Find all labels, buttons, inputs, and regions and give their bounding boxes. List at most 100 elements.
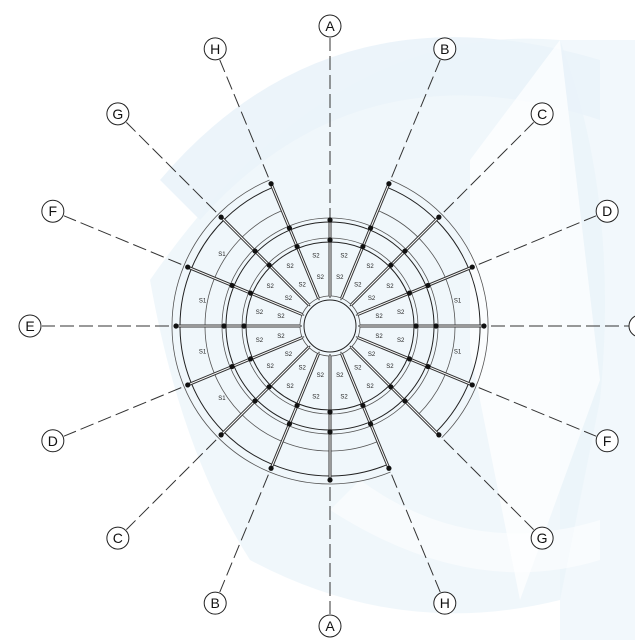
section-label: S2 bbox=[285, 296, 293, 302]
section-label: S2 bbox=[256, 338, 264, 344]
section-label: S2 bbox=[285, 352, 293, 358]
section-label-outer: S1 bbox=[218, 396, 226, 402]
radial-beam-core-11 bbox=[187, 337, 303, 386]
grid-bubble-label: G bbox=[537, 530, 548, 546]
grid-bubble-B-lower: B bbox=[203, 591, 227, 615]
section-label: S2 bbox=[312, 395, 320, 401]
section-label: S2 bbox=[299, 282, 307, 288]
grid-bubble-circle bbox=[318, 614, 342, 638]
radial-beam-core-14 bbox=[220, 216, 310, 306]
grid-bubble-E-right: E bbox=[628, 315, 635, 337]
grid-bubble-circle bbox=[433, 591, 457, 615]
section-label: S2 bbox=[317, 373, 325, 379]
grid-bubble-E-left: E bbox=[18, 314, 42, 338]
grid-bubble-circle bbox=[106, 526, 130, 550]
section-label: S2 bbox=[336, 275, 344, 281]
column-node bbox=[367, 225, 374, 231]
column-node bbox=[266, 262, 272, 268]
mid-band-right bbox=[377, 210, 456, 415]
grid-bubble-F-upper: F bbox=[41, 199, 65, 223]
section-label: S2 bbox=[336, 373, 344, 379]
grid-bubble-H-upper: H bbox=[203, 37, 227, 61]
radial-beam-core-10 bbox=[220, 346, 310, 436]
column-node bbox=[218, 214, 224, 220]
grid-bubble-label: C bbox=[113, 530, 123, 546]
grid-bubble-circle bbox=[628, 315, 635, 337]
outer-band-right-1 bbox=[390, 179, 489, 439]
radial-beam-core-9 bbox=[270, 353, 319, 469]
grid-bubble-circle bbox=[41, 429, 65, 453]
column-node bbox=[425, 282, 431, 289]
column-node bbox=[268, 465, 274, 471]
grid-bubble-label: F bbox=[603, 433, 612, 449]
section-label: S2 bbox=[299, 366, 307, 372]
column-node bbox=[247, 290, 254, 296]
column-node bbox=[327, 477, 333, 483]
section-label: S2 bbox=[375, 314, 383, 320]
grid-bubble-circle bbox=[530, 526, 554, 550]
grid-bubble-circle bbox=[595, 199, 619, 223]
section-label: S2 bbox=[368, 352, 376, 358]
circular-floor-plan: S2 S2 S2 S2 S2 S2 S2 S2 S2 S2 S2 S2 S2 S2 S2 S2 S2 S2 S2 S2… bbox=[171, 179, 489, 485]
section-label: S2 bbox=[340, 395, 348, 401]
column-node bbox=[402, 248, 408, 254]
column-node bbox=[436, 432, 442, 438]
column-node bbox=[327, 237, 333, 243]
grid-bubble-circle bbox=[595, 429, 619, 453]
section-label-outer: S1 bbox=[454, 349, 462, 355]
outer-band-left-1 bbox=[171, 179, 391, 485]
column-node bbox=[386, 181, 392, 187]
section-label: S2 bbox=[277, 314, 285, 320]
section-label-outer: S1 bbox=[218, 252, 226, 258]
radial-beam-core-3 bbox=[357, 266, 473, 315]
section-label: S2 bbox=[366, 384, 374, 390]
radial-beam-core-5 bbox=[357, 337, 473, 386]
grid-bubble-label: F bbox=[49, 203, 58, 219]
column-node bbox=[286, 421, 293, 427]
column-node bbox=[266, 384, 272, 390]
grid-bubble-circle bbox=[106, 102, 130, 126]
section-label: S2 bbox=[317, 275, 325, 281]
column-node bbox=[433, 323, 439, 329]
radial-beam-core-7 bbox=[341, 353, 390, 469]
grid-bubble-D-lower: D bbox=[41, 429, 65, 453]
column-node bbox=[425, 363, 431, 370]
grid-bubble-A-top: A bbox=[318, 14, 342, 38]
section-label: S2 bbox=[386, 364, 394, 370]
grid-bubble-label: E bbox=[25, 318, 34, 334]
column-node bbox=[402, 398, 408, 404]
section-label: S2 bbox=[397, 310, 405, 316]
column-node bbox=[367, 421, 374, 427]
section-label: S2 bbox=[277, 334, 285, 340]
section-label: S2 bbox=[266, 364, 274, 370]
column-node bbox=[294, 402, 300, 409]
grid-bubble-C-lower: C bbox=[106, 526, 130, 550]
section-label: S2 bbox=[397, 338, 405, 344]
section-label: S2 bbox=[256, 310, 264, 316]
grid-bubble-circle bbox=[530, 102, 554, 126]
radial-beam-core-2 bbox=[350, 216, 440, 306]
column-node bbox=[388, 262, 394, 268]
grid-bubble-circle bbox=[433, 37, 457, 61]
column-node bbox=[469, 264, 475, 270]
column-node bbox=[386, 465, 392, 471]
grid-bubble-label: A bbox=[325, 18, 335, 34]
grid-bubble-circle bbox=[318, 14, 342, 38]
grid-bubble-C-upper: C bbox=[530, 102, 554, 126]
grid-bubble-circle bbox=[41, 199, 65, 223]
grid-bubble-H-lower: H bbox=[433, 591, 457, 615]
column-node bbox=[294, 243, 300, 250]
section-label: S2 bbox=[266, 284, 274, 290]
column-node bbox=[406, 290, 413, 296]
column-node bbox=[229, 282, 235, 289]
column-node bbox=[481, 323, 487, 329]
grid-bubble-label: B bbox=[440, 41, 449, 57]
column-node bbox=[221, 323, 227, 329]
grid-bubble-F-lower: F bbox=[595, 429, 619, 453]
column-node bbox=[360, 243, 366, 250]
column-node bbox=[388, 384, 394, 390]
column-node bbox=[268, 181, 274, 187]
grid-bubble-B-upper: B bbox=[433, 37, 457, 61]
column-node bbox=[406, 356, 413, 362]
grid-bubble-circle bbox=[203, 37, 227, 61]
